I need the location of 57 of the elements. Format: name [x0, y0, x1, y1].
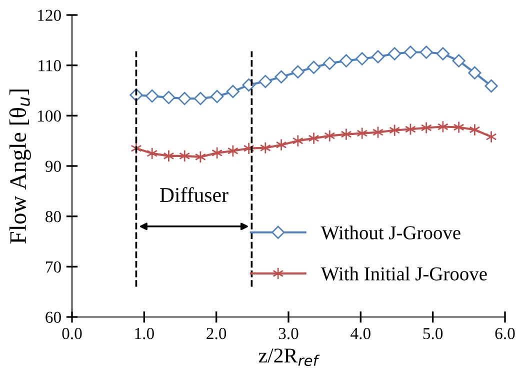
- point: [323, 56, 336, 70]
- point: [484, 79, 498, 93]
- point: [371, 50, 385, 64]
- point: [162, 90, 176, 104]
- point: [146, 89, 159, 103]
- point: [468, 66, 482, 80]
- point: [179, 150, 190, 162]
- point: [404, 46, 418, 59]
- point: [210, 90, 224, 104]
- x-tick-label: 0.0: [62, 328, 82, 340]
- point: [486, 130, 497, 144]
- point: [227, 144, 238, 158]
- point: [453, 120, 464, 134]
- y-tick-label: 110: [38, 60, 61, 72]
- y-axis-title: Flow Angle [θ$_{u}$]: [9, 90, 31, 244]
- legend-label: With Initial J-Groove: [320, 266, 487, 281]
- point: [340, 54, 353, 68]
- legend-label: Without J-Groove: [320, 226, 460, 240]
- point: [178, 92, 192, 106]
- point: [194, 92, 208, 106]
- x-tick-label: 6.0: [495, 328, 515, 340]
- point: [388, 47, 402, 60]
- point: [163, 150, 174, 162]
- point: [276, 138, 287, 152]
- point: [226, 84, 240, 98]
- y-tick-label: 60: [46, 312, 61, 323]
- x-axis-title: z/2R$_{ref}$: [258, 348, 320, 366]
- point: [436, 47, 450, 60]
- x-tick-label: 5.0: [423, 328, 443, 340]
- point: [356, 52, 369, 66]
- point: [324, 130, 336, 142]
- point: [389, 124, 400, 137]
- x-tick-label: 3.0: [278, 328, 298, 340]
- point: [146, 147, 158, 160]
- x-tick-label: 4.0: [350, 328, 370, 340]
- point: [258, 74, 272, 88]
- point: [308, 132, 320, 145]
- point: [356, 127, 368, 140]
- point: [260, 142, 271, 154]
- y-tick-label: 120: [38, 10, 61, 21]
- point: [420, 121, 432, 134]
- point: [420, 46, 433, 59]
- point: [291, 65, 304, 78]
- y-tick-label: 80: [46, 211, 61, 222]
- annotation: Diffuser: [160, 187, 228, 202]
- y-tick-label: 90: [45, 160, 61, 172]
- point: [292, 134, 304, 148]
- y-tick-label: 70: [46, 261, 61, 273]
- y-tick-label: 100: [38, 110, 61, 122]
- point: [437, 120, 448, 133]
- point: [307, 60, 320, 74]
- point: [340, 128, 352, 141]
- point: [452, 54, 466, 68]
- x-tick-label: 2.0: [206, 328, 226, 340]
- point: [274, 70, 288, 84]
- x-tick-label: 1.0: [135, 328, 154, 340]
- point: [469, 124, 480, 136]
